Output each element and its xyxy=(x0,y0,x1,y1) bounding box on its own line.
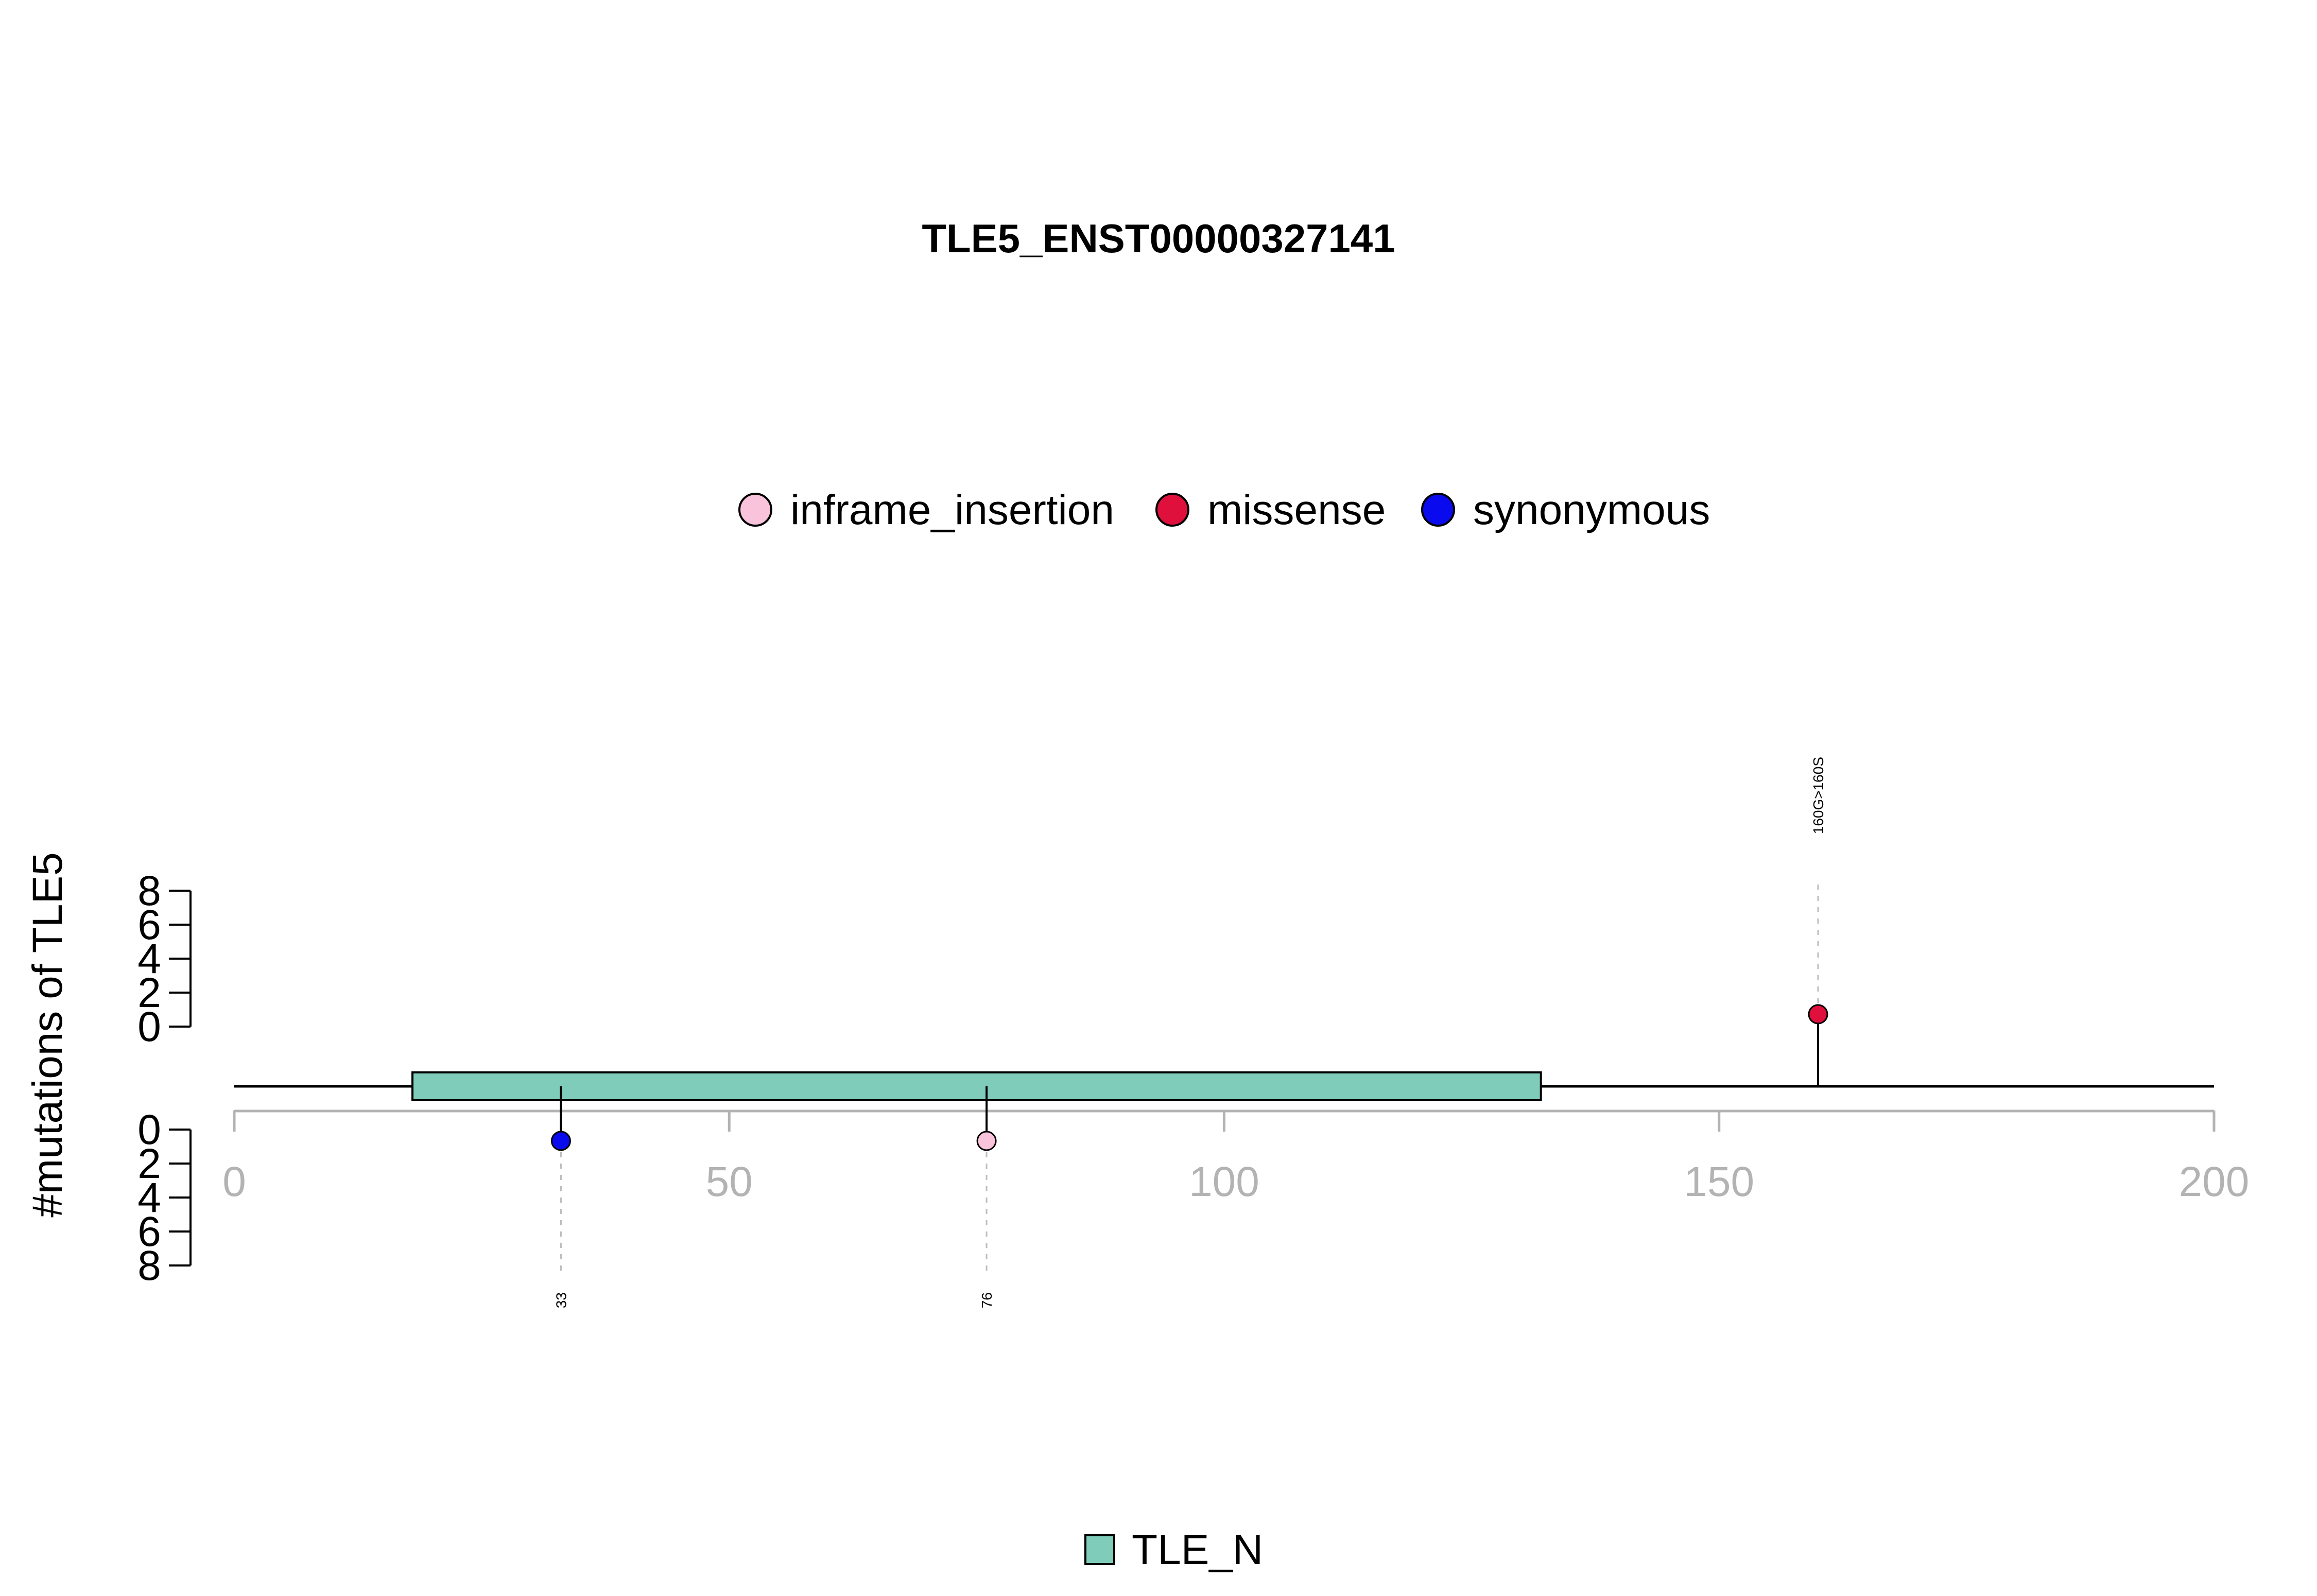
top-count-tick-label: 2 xyxy=(137,969,161,1016)
mutation-label: 33 xyxy=(553,1292,569,1308)
chart-title: TLE5_ENST00000327141 xyxy=(922,216,1395,261)
mutation-point xyxy=(976,1131,997,1151)
position-tick-label: 150 xyxy=(1684,1158,1754,1205)
top-count-tick-label: 0 xyxy=(137,1003,161,1050)
domain-layer xyxy=(411,1071,1542,1101)
mutation-layer: 160G>160S 33 76 xyxy=(550,757,1828,1308)
legend-label-inframe_insertion: inframe_insertion xyxy=(790,487,1114,533)
bottom-count-tick-label: 8 xyxy=(137,1242,161,1289)
mutation-label: 76 xyxy=(979,1292,995,1308)
y-axis-label: #mutations of TLE5 xyxy=(24,852,71,1218)
top-count-tick-label: 6 xyxy=(137,901,161,948)
mutation-legend: inframe_insertion missense synonymous xyxy=(738,487,1710,533)
legend-swatch-missense xyxy=(1155,493,1189,527)
domain-TLE_N xyxy=(411,1071,1542,1101)
legend-swatch-synonymous xyxy=(1421,493,1455,527)
top-count-tick-label: 4 xyxy=(137,935,161,982)
mutation-point xyxy=(550,1131,571,1151)
bottom-count-tick-label: 6 xyxy=(137,1208,161,1255)
domain-legend-swatch xyxy=(1084,1534,1115,1565)
mutation-point xyxy=(1808,1004,1828,1025)
mutation-inframe_insertion-76: 76 xyxy=(976,1086,997,1308)
bottom-count-tick-label: 0 xyxy=(137,1106,161,1153)
bottom-count-tick-label: 2 xyxy=(137,1140,161,1187)
bottom-count-tick-label: 4 xyxy=(137,1174,161,1221)
position-tick-label: 200 xyxy=(2179,1158,2250,1205)
mutation-label: 160G>160S xyxy=(1810,757,1826,834)
legend-swatch-inframe_insertion xyxy=(738,493,772,527)
position-tick-label: 0 xyxy=(222,1158,246,1205)
mutation-missense-160: 160G>160S xyxy=(1808,757,1828,1086)
mutation-synonymous-33: 33 xyxy=(550,1086,571,1308)
position-axis: 0 50 100 150 200 xyxy=(222,1109,2250,1205)
domain-legend: TLE_N xyxy=(1084,1526,1263,1573)
legend-label-missense: missense xyxy=(1207,487,1386,533)
position-tick-label: 100 xyxy=(1189,1158,1259,1205)
position-tick-label: 50 xyxy=(706,1158,753,1205)
domain-legend-label: TLE_N xyxy=(1132,1526,1263,1573)
legend-label-synonymous: synonymous xyxy=(1473,487,1710,533)
top-count-tick-label: 8 xyxy=(137,868,161,914)
